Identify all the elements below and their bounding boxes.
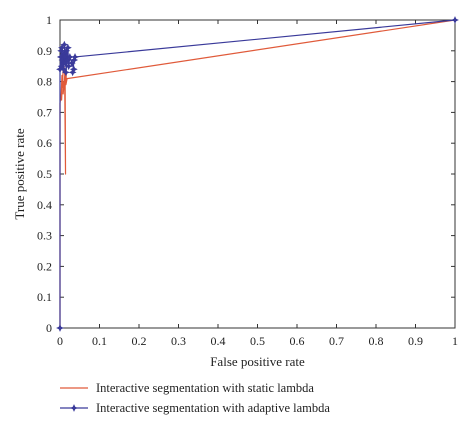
x-tick-label: 0.6	[290, 334, 305, 348]
series-point-1	[71, 53, 79, 61]
legend-label-1: Interactive segmentation with adaptive l…	[96, 401, 330, 415]
y-tick-label: 0.5	[37, 167, 52, 181]
x-axis-ticks: 0 0.1 0.2 0.3 0.4 0.5 0.6 0.7 0.8 0.9 1	[57, 20, 458, 348]
y-axis-label: True positive rate	[12, 128, 27, 219]
series-point-1	[60, 53, 69, 61]
series-point-1	[67, 59, 76, 68]
plot-area	[59, 19, 456, 329]
series-line-0	[59, 19, 456, 328]
legend: Interactive segmentation with static lam…	[60, 381, 330, 415]
series-point-1	[60, 40, 69, 49]
y-tick-label: 0.3	[37, 229, 52, 243]
x-tick-label: 0.9	[408, 334, 423, 348]
y-tick-label: 0.8	[37, 75, 52, 89]
series-point-1	[62, 68, 70, 77]
x-tick-label: 0.7	[329, 334, 344, 348]
series-point-1	[56, 324, 64, 332]
series-point-1	[65, 53, 74, 61]
x-tick-label: 0.8	[369, 334, 384, 348]
series-point-1	[63, 56, 72, 64]
series-point-1	[63, 43, 72, 52]
series-point-1	[451, 16, 459, 24]
y-tick-label: 0.4	[37, 198, 52, 212]
y-axis-ticks: 0 0.1 0.2 0.3 0.4 0.5 0.6 0.7 0.8 0.9 1	[37, 13, 455, 335]
y-tick-label: 0	[46, 321, 52, 335]
series-layer	[56, 16, 459, 332]
x-axis-label: False positive rate	[210, 354, 305, 369]
legend-label-0: Interactive segmentation with static lam…	[96, 381, 314, 395]
plot-frame	[59, 19, 456, 329]
series-point-1	[64, 62, 73, 71]
y-tick-label: 0.9	[37, 44, 52, 58]
y-tick-label: 0.6	[37, 136, 52, 150]
x-tick-label: 0.4	[211, 334, 226, 348]
series-point-1	[68, 68, 77, 77]
x-tick-label: 0.3	[171, 334, 186, 348]
series-point-1	[69, 65, 78, 74]
x-tick-label: 0.5	[250, 334, 265, 348]
x-tick-label: 0.1	[92, 334, 107, 348]
y-tick-label: 0.7	[37, 105, 52, 119]
y-tick-label: 0.2	[37, 259, 52, 273]
y-tick-label: 0.1	[37, 290, 52, 304]
x-tick-label: 0.2	[132, 334, 147, 348]
legend-marker-1	[70, 404, 78, 412]
series-point-1	[59, 65, 68, 74]
series-line-1	[59, 19, 456, 328]
y-tick-label: 1	[46, 13, 52, 27]
series-point-1	[58, 43, 66, 52]
x-tick-label: 0	[57, 334, 63, 348]
x-tick-label: 1	[452, 334, 458, 348]
